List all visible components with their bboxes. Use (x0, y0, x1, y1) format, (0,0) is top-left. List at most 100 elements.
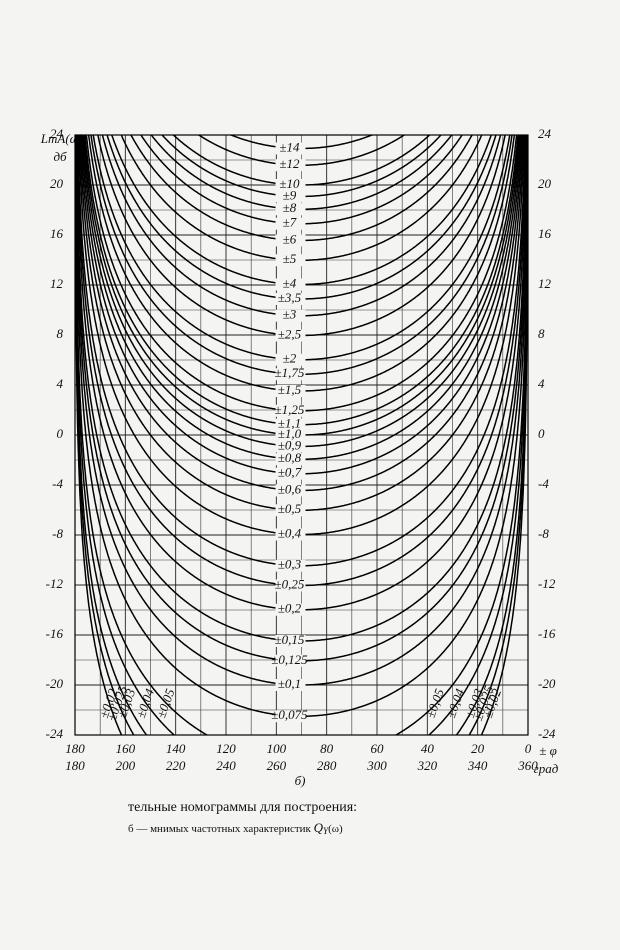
y2-tick-label: 12 (538, 276, 552, 291)
x-phi-tick-label: 0 (525, 741, 532, 756)
curve-label: ±4 (283, 275, 297, 290)
curve-label: ±8 (283, 200, 297, 215)
curve-label-bg (275, 278, 306, 291)
curve-label-bg (275, 384, 306, 397)
caption-symbol: Q (314, 820, 324, 835)
y-tick-label: 12 (50, 276, 64, 291)
curve-label-bg (275, 418, 306, 431)
x-phi-tick-label: 20 (471, 741, 485, 756)
curve-label-bg (275, 292, 306, 305)
x-phi-tick-label: 160 (116, 741, 136, 756)
curve-label: ±9 (283, 187, 297, 202)
y2-tick-label: 20 (538, 176, 552, 191)
curve-label: ±1,1 (278, 416, 301, 431)
curve-label-bg (275, 309, 306, 322)
y-tick-label: -24 (46, 726, 64, 741)
x-tick-label: 180 (65, 758, 85, 773)
curve-label-bg (275, 484, 306, 497)
x-tick-label: 240 (216, 758, 236, 773)
curve-label-bg (275, 559, 306, 572)
curve-label-bg (275, 404, 306, 417)
y-axis-label: LmA(ω) (40, 131, 83, 146)
curve-label: ±0,1 (278, 676, 301, 691)
curve-label-bg (275, 159, 306, 172)
y2-tick-label: 16 (538, 226, 552, 241)
curve-label-bg (275, 254, 306, 267)
curve-label: ±0,8 (278, 450, 302, 465)
x-tick-label: 320 (417, 758, 438, 773)
curve-label: ±2 (283, 351, 297, 366)
caption-arg: (ω) (328, 823, 343, 835)
curve-label: ±0,25 (275, 576, 305, 591)
curve (75, 170, 528, 735)
caption-line: тельные номограммы для построения: (128, 800, 357, 815)
curve-label-bg (275, 453, 306, 466)
plot-frame (74, 134, 529, 736)
curve-label: ±1,0 (278, 426, 302, 441)
curve-label-bg (275, 603, 306, 616)
curve-label-bg (275, 654, 306, 667)
curve-label-bg (275, 710, 306, 723)
x-phi-tick-label: 180 (65, 741, 85, 756)
y-tick-label: 20 (50, 176, 64, 191)
curve-label-bg (275, 440, 306, 453)
curve-label-bg (275, 203, 306, 216)
y-tick-label: 8 (57, 326, 64, 341)
curve-label: ±3 (283, 307, 297, 322)
caption-line: б — мнимых частотных характеристик QY(ω) (128, 820, 343, 836)
curve-labels: ±14 ±12 ±10±9±8±7±6 ±5 ±4±3,5 ±3 ±2,5 ±2±1,75 ±1… (96, 139, 504, 722)
curve-label: ±1,75 (275, 365, 305, 380)
y2-tick-label: -24 (538, 726, 556, 741)
x-phi-tick-label: 100 (267, 741, 287, 756)
y2-tick-label: -12 (538, 576, 556, 591)
curve-label-bg (275, 579, 306, 592)
y-axis-unit: дб (53, 149, 67, 164)
x-phi-tick-label: 60 (371, 741, 385, 756)
curve-label-bg (275, 217, 306, 230)
curve-label: ±14 (279, 139, 300, 154)
y2-tick-label: -8 (538, 526, 549, 541)
y-tick-label: -4 (52, 476, 63, 491)
curve-label: ±0,6 (278, 481, 302, 496)
y2-tick-label: -20 (538, 676, 556, 691)
y-tick-label: 0 (57, 426, 64, 441)
y-tick-label: 24 (50, 126, 64, 141)
y-tick-label: 16 (50, 226, 64, 241)
curve-label-bg (275, 679, 306, 691)
curve-label: ±1,5 (278, 382, 302, 397)
curve-label-bg (275, 528, 306, 541)
x-tick-label: 260 (267, 758, 287, 773)
curve-label: ±0,4 (278, 525, 302, 540)
x-phi-tick-label: 40 (421, 741, 435, 756)
curve-label: ±2,5 (278, 326, 302, 341)
y2-tick-label: -4 (538, 476, 549, 491)
curve-label: ±0,7 (278, 465, 302, 480)
curve-label-bg (275, 429, 306, 441)
curve-label: ±0,9 (278, 437, 302, 452)
curve-label: ±0,075 (271, 707, 308, 722)
y2-tick-label: 0 (538, 426, 545, 441)
x-tick-label: 360 (517, 758, 538, 773)
y2-tick-label: 24 (538, 126, 552, 141)
x-axis-label: ± φ (539, 743, 557, 758)
x-axis-unit: град (534, 761, 559, 776)
x-tick-label: 340 (467, 758, 488, 773)
curve-label-bg (275, 353, 306, 366)
curve-label-bg (275, 190, 306, 203)
y-tick-label: 4 (57, 376, 64, 391)
caption-subscript: Y (323, 826, 329, 836)
curve-label: ±0,3 (278, 557, 302, 572)
curve-label-bg (275, 329, 306, 342)
y2-tick-label: 8 (538, 326, 545, 341)
curve-label-bg (275, 234, 306, 247)
curve-label: ±0,5 (278, 501, 302, 516)
y-tick-label: -16 (46, 626, 64, 641)
curve-label-bg (275, 467, 306, 480)
curve-label: ±12 (279, 156, 300, 171)
curve-label-bg (275, 634, 306, 647)
y-tick-label: -8 (52, 526, 63, 541)
curve-label: ±5 (283, 251, 297, 266)
curve-label: ±1,25 (275, 402, 305, 417)
x-tick-label: 220 (166, 758, 186, 773)
